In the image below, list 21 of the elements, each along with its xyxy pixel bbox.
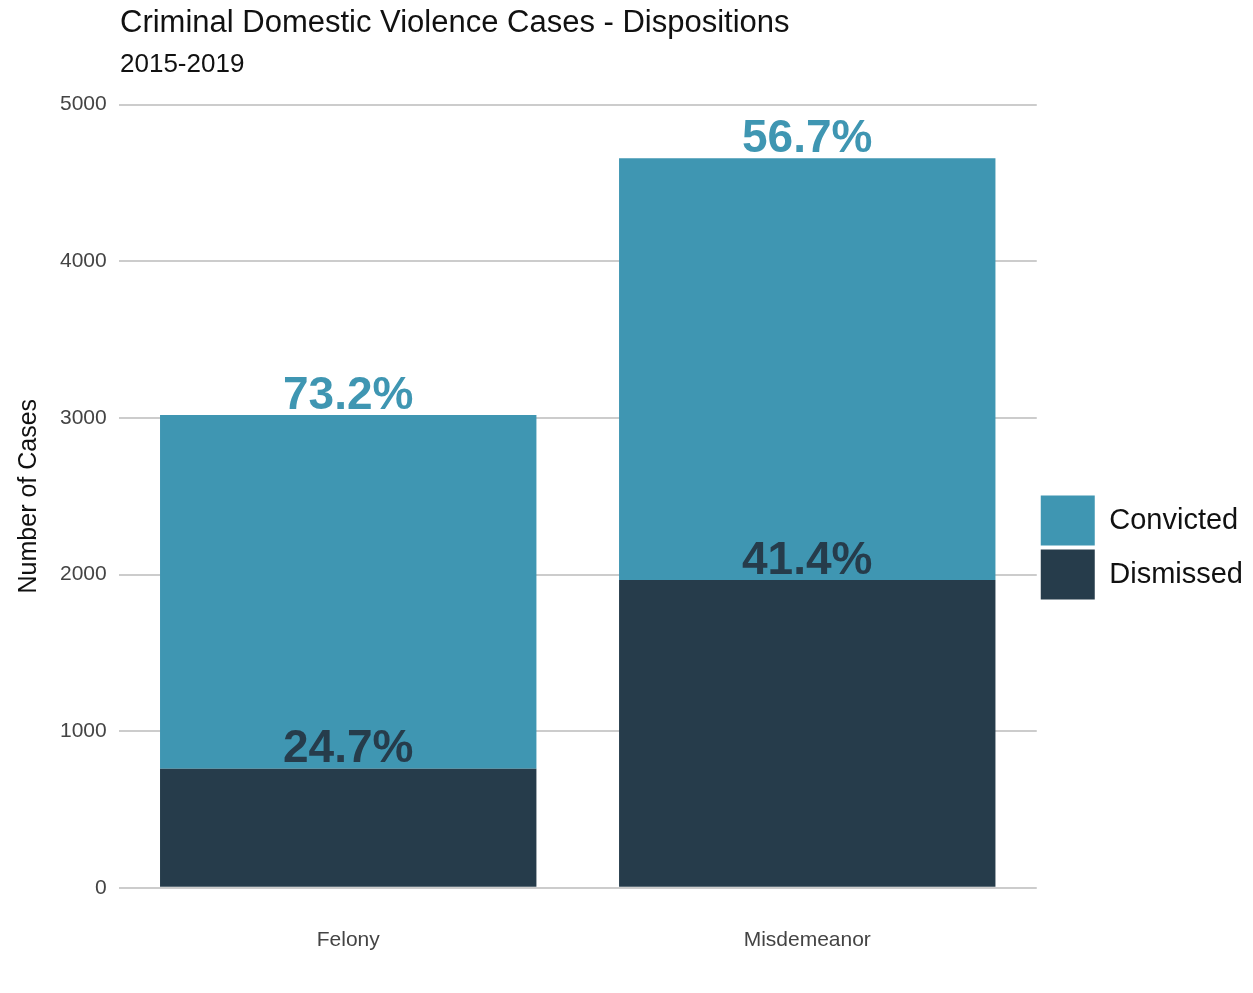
annotation: 56.7%	[742, 110, 873, 163]
y-tick-label: 3000	[60, 404, 107, 428]
legend-label: Dismissed	[1109, 556, 1244, 589]
x-tick-label: Misdemeanor	[743, 927, 871, 951]
bar	[619, 580, 996, 887]
y-tick-label: 5000	[60, 91, 107, 115]
annotation: 41.4%	[742, 531, 873, 584]
chart-title: Criminal Domestic Violence Cases - Dispositions	[120, 4, 790, 40]
y-tick-label: 1000	[60, 717, 107, 741]
y-axis-title: Number of Cases	[12, 398, 41, 594]
legend-label: Convicted	[1109, 502, 1239, 535]
bar	[160, 768, 537, 887]
annotation: 24.7%	[283, 720, 414, 773]
y-tick-label: 4000	[60, 248, 107, 272]
annotation: 73.2%	[283, 366, 414, 419]
chart-subtitle: 2015-2019	[120, 48, 245, 79]
y-tick-label: 2000	[60, 561, 107, 585]
y-tick-label: 0	[95, 874, 107, 898]
bar	[619, 158, 996, 580]
x-tick-label: Felony	[316, 927, 381, 951]
bar	[160, 415, 537, 769]
